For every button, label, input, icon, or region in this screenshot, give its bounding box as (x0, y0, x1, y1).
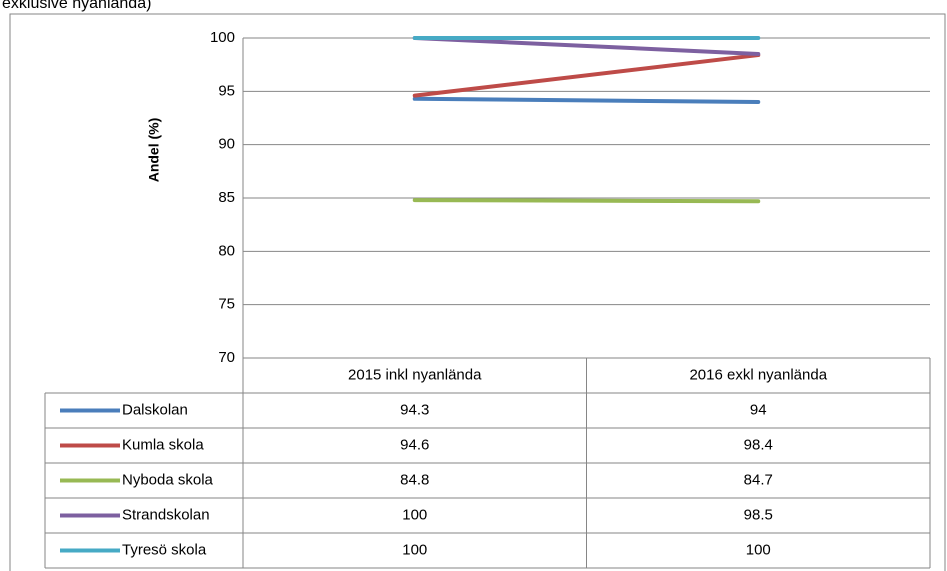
legend-label: Dalskolan (122, 401, 188, 418)
y-tick-label: 90 (218, 136, 235, 153)
table-value: 94.3 (400, 401, 429, 418)
y-tick-label: 75 (218, 296, 235, 313)
table-value: 94 (750, 401, 767, 418)
table-value: 84.7 (744, 471, 773, 488)
table-value: 100 (402, 506, 427, 523)
series-line (412, 53, 761, 98)
table-value: 84.8 (400, 471, 429, 488)
series-line (412, 198, 761, 204)
chart-title: exklusive nyanlända) (2, 0, 151, 12)
y-axis-title: Andel (%) (146, 118, 162, 183)
y-tick-label: 70 (218, 349, 235, 366)
chart-border (9, 13, 946, 571)
table-value: 100 (402, 541, 427, 558)
y-tick-label: 100 (210, 29, 235, 46)
series-line (412, 36, 761, 56)
x-tick-label: 2016 exkl nyanlända (689, 366, 827, 383)
legend-label: Strandskolan (122, 506, 210, 523)
table-value: 98.5 (744, 506, 773, 523)
series-line (412, 96, 761, 104)
y-tick-label: 95 (218, 82, 235, 99)
table-value: 94.6 (400, 436, 429, 453)
x-tick-label: 2015 inkl nyanlända (348, 366, 482, 383)
legend-label: Nyboda skola (122, 471, 214, 488)
legend-label: Tyresö skola (122, 541, 207, 558)
y-tick-label: 80 (218, 242, 235, 259)
y-tick-label: 85 (218, 189, 235, 206)
table-value: 100 (746, 541, 771, 558)
table-value: 98.4 (744, 436, 773, 453)
legend-label: Kumla skola (122, 436, 204, 453)
